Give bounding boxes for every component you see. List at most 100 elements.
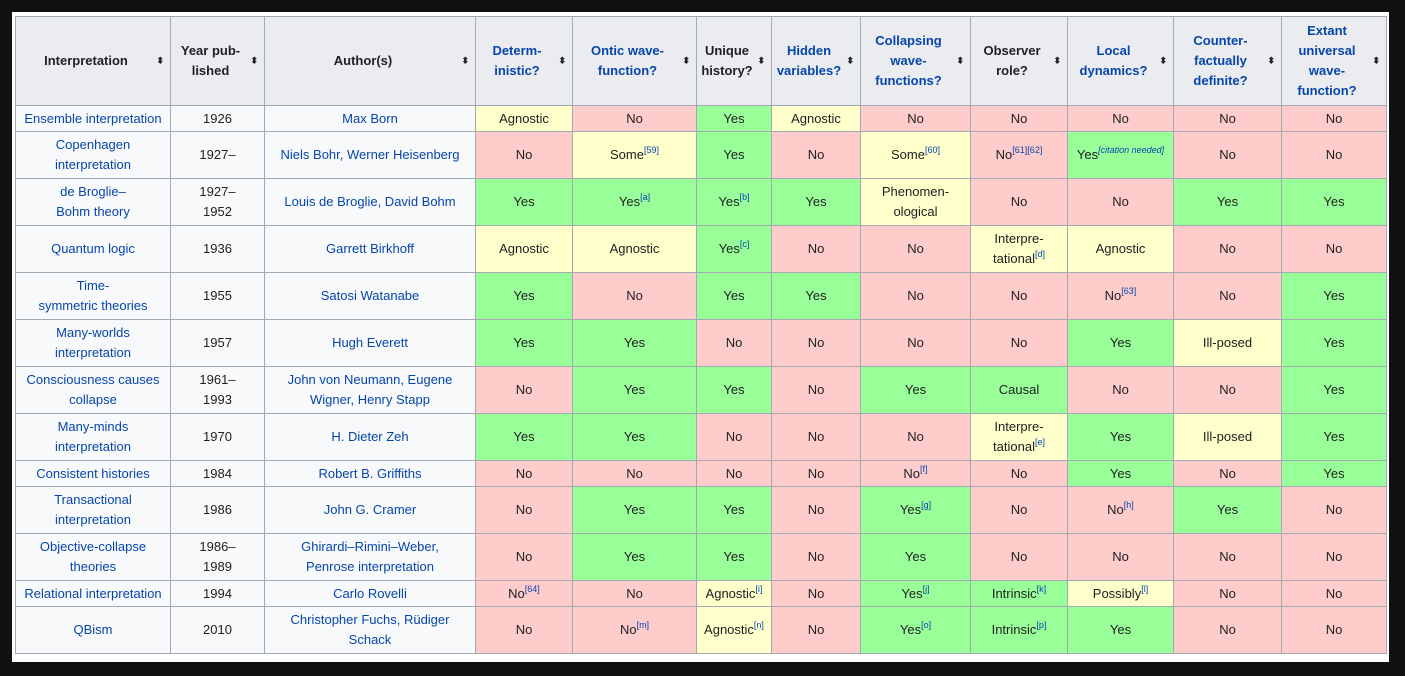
column-header[interactable]: Interpretation ⬍	[15, 16, 171, 106]
column-header-label[interactable]: Extant universal wave- function?	[1297, 23, 1357, 98]
interpretation-link[interactable]: Copenhagen interpretation	[15, 131, 171, 179]
column-header-label[interactable]: Determ- inistic?	[492, 43, 542, 78]
authors-link[interactable]: Max Born	[264, 105, 476, 132]
authors-link[interactable]: Hugh Everett	[264, 319, 476, 367]
column-header-label[interactable]: Local dynamics?	[1079, 43, 1148, 78]
interpretation-link[interactable]: de Broglie– Bohm theory	[15, 178, 171, 226]
authors-link[interactable]: John von Neumann, Eugene Wigner, Henry S…	[264, 366, 476, 414]
footnote-link[interactable]: [e]	[1034, 437, 1045, 447]
sort-icon[interactable]: ⬍	[461, 55, 469, 66]
authors-link[interactable]: Carlo Rovelli	[264, 580, 476, 607]
authors-link[interactable]: John G. Cramer	[264, 486, 476, 534]
interpretation-link[interactable]: Many-worlds interpretation	[15, 319, 171, 367]
value-cell: No[f]	[860, 460, 971, 487]
interpretation-link[interactable]: Transactional interpretation	[15, 486, 171, 534]
interpretation-link[interactable]: Time- symmetric theories	[15, 272, 171, 320]
sort-icon[interactable]: ⬍	[1159, 55, 1167, 66]
interpretation-link[interactable]: Consciousness causes collapse	[15, 366, 171, 414]
authors-link[interactable]: Christopher Fuchs, Rüdiger Schack	[264, 606, 476, 654]
column-header[interactable]: Extant universal wave- function? ⬍	[1281, 16, 1387, 106]
column-header[interactable]: Local dynamics? ⬍	[1067, 16, 1174, 106]
value-text: Yes	[901, 585, 923, 601]
footnote-link[interactable]: [p]	[1036, 620, 1047, 630]
value-cell: No	[1173, 366, 1282, 414]
footnote-link[interactable]: [citation needed]	[1098, 145, 1165, 155]
value-text: Ill-posed	[1202, 429, 1253, 444]
footnote-link[interactable]: [64]	[524, 583, 540, 594]
footnote-link[interactable]: [d]	[1034, 249, 1045, 259]
column-header[interactable]: Ontic wave- function? ⬍	[572, 16, 697, 106]
authors-link[interactable]: Ghirardi–Rimini–Weber, Penrose interpret…	[264, 533, 476, 581]
column-header[interactable]: Author(s) ⬍	[264, 16, 476, 106]
sort-icon[interactable]: ⬍	[156, 55, 164, 66]
authors-link[interactable]: Robert B. Griffiths	[264, 460, 476, 487]
sort-icon[interactable]: ⬍	[956, 55, 964, 66]
sort-icon[interactable]: ⬍	[1267, 55, 1275, 66]
footnote-link[interactable]: [a]	[640, 192, 651, 202]
interpretation-link[interactable]: Relational interpretation	[15, 580, 171, 607]
footnote-link[interactable]: [l]	[1141, 583, 1149, 594]
footnote-link[interactable]: [59]	[643, 145, 659, 155]
footnote-link[interactable]: [60]	[924, 145, 940, 155]
value-cell: No	[1067, 533, 1174, 581]
footnote-link[interactable]: [o]	[921, 620, 932, 630]
column-header-label[interactable]: Collapsing wave- functions?	[875, 33, 942, 88]
sort-icon[interactable]: ⬍	[846, 55, 854, 66]
year-cell: 1927– 1952	[170, 178, 265, 226]
footnote-link[interactable]: [b]	[739, 192, 750, 202]
footnote-link[interactable]: [h]	[1123, 500, 1134, 510]
sort-icon[interactable]: ⬍	[558, 55, 566, 66]
authors-link[interactable]: H. Dieter Zeh	[264, 413, 476, 461]
value-text: Yes	[1216, 502, 1239, 517]
authors-link[interactable]: Louis de Broglie, David Bohm	[264, 178, 476, 226]
year-cell: 1970	[170, 413, 265, 461]
column-header[interactable]: Observer role? ⬍	[970, 16, 1068, 106]
authors-link[interactable]: Niels Bohr, Werner Heisenberg	[264, 131, 476, 179]
value-text: No	[1010, 110, 1028, 126]
value-text: No	[1325, 110, 1343, 126]
footnote-link[interactable]: [n]	[753, 620, 764, 630]
column-header[interactable]: Determ- inistic? ⬍	[475, 16, 573, 106]
column-header-label: Interpretation	[44, 53, 128, 68]
footnote-link[interactable]: [j]	[922, 583, 930, 594]
authors-link[interactable]: Satosi Watanabe	[264, 272, 476, 320]
interpretation-link[interactable]: Consistent histories	[15, 460, 171, 487]
column-header[interactable]: Unique history? ⬍	[696, 16, 772, 106]
value-cell: Yes	[1067, 460, 1174, 487]
sort-icon[interactable]: ⬍	[757, 55, 765, 66]
authors-link[interactable]: Garrett Birkhoff	[264, 225, 476, 273]
footnote-link[interactable]: [k]	[1036, 583, 1047, 594]
footnote-link[interactable]: [61][62]	[1012, 145, 1043, 155]
value-text: No	[807, 147, 825, 162]
sort-icon[interactable]: ⬍	[1372, 55, 1380, 66]
value-text: Yes	[1323, 429, 1345, 444]
value-cell: Yes	[860, 366, 971, 414]
column-header[interactable]: Counter- factually definite? ⬍	[1173, 16, 1282, 106]
footnote-link[interactable]: [g]	[921, 500, 932, 510]
sort-icon[interactable]: ⬍	[682, 55, 690, 66]
column-header-label[interactable]: Hidden variables?	[776, 43, 842, 78]
value-text: Yes	[723, 382, 745, 397]
value-text: Agnostic	[704, 622, 754, 637]
column-header[interactable]: Year pub- lished ⬍	[170, 16, 265, 106]
interpretation-link[interactable]: Ensemble interpretation	[15, 105, 171, 132]
footnote-link[interactable]: [63]	[1121, 286, 1137, 296]
interpretation-link[interactable]: Objective-collapse theories	[15, 533, 171, 581]
sort-icon[interactable]: ⬍	[1053, 55, 1061, 66]
value-text: No	[1219, 465, 1236, 481]
interpretation-link[interactable]: Many-minds interpretation	[15, 413, 171, 461]
footnote-link[interactable]: [m]	[636, 620, 650, 630]
value-cell: No	[1173, 533, 1282, 581]
value-text: Yes	[805, 288, 827, 303]
column-header[interactable]: Hidden variables? ⬍	[771, 16, 861, 106]
interpretation-link[interactable]: Quantum logic	[15, 225, 171, 273]
footnote-link[interactable]: [c]	[739, 239, 750, 249]
sort-icon[interactable]: ⬍	[250, 55, 258, 66]
value-text: Yes	[1109, 622, 1132, 637]
footnote-link[interactable]: [f]	[920, 463, 928, 474]
column-header[interactable]: Collapsing wave- functions? ⬍	[860, 16, 971, 106]
interpretation-link[interactable]: QBism	[15, 606, 171, 654]
column-header-label[interactable]: Ontic wave- function?	[591, 43, 664, 78]
footnote-link[interactable]: [i]	[755, 583, 763, 594]
column-header-label[interactable]: Counter- factually definite?	[1193, 33, 1248, 88]
